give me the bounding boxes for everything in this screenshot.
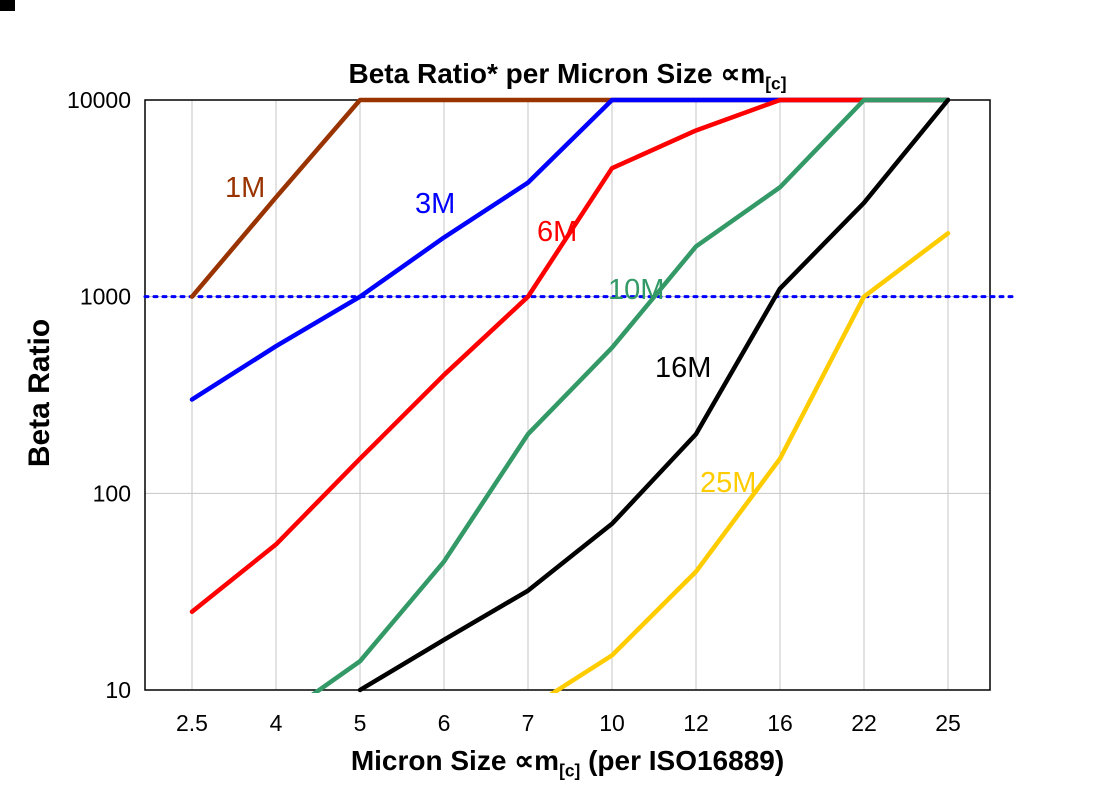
series-label-16M: 16M [655,352,711,384]
y-tick-label-100: 100 [93,480,131,506]
x-axis-title-suffix: (per ISO16889) [580,745,785,776]
x-tick-label-10: 10 [599,710,625,736]
x-tick-label-7: 7 [522,710,535,736]
chart-title: Beta Ratio* per Micron Size ∝m[c] [145,57,990,95]
series-label-6M: 6M [537,216,577,248]
x-axis-title: Micron Size ∝m[c] (per ISO16889) [145,744,990,782]
corner-mark [0,0,15,11]
y-tick-label-10: 10 [105,677,131,703]
series-label-3M: 3M [415,188,455,220]
x-tick-label-4: 4 [270,710,283,736]
x-axis-title-text: Micron Size ∝m [350,745,560,776]
series-line-6M [189,97,951,614]
chart-title-subscript: [c] [765,73,787,94]
chart-title-text: Beta Ratio* per Micron Size ∝m [348,58,766,89]
series-line-25M [548,231,951,693]
x-tick-label-2.5: 2.5 [176,710,208,736]
x-axis-title-subscript: [c] [559,760,581,781]
series-label-1M: 1M [225,172,265,204]
y-tick-label-10000: 10000 [67,87,131,113]
series-label-25M: 25M [700,467,756,499]
x-tick-label-6: 6 [438,710,451,736]
x-tick-label-25: 25 [935,710,961,736]
x-tick-label-12: 12 [683,710,709,736]
x-tick-label-16: 16 [767,710,793,736]
series-line-10M [311,97,951,693]
y-tick-label-1000: 1000 [80,284,131,310]
x-tick-label-22: 22 [851,710,877,736]
x-tick-label-5: 5 [354,710,367,736]
series-line-16M [357,97,951,693]
series-label-10M: 10M [608,274,664,306]
